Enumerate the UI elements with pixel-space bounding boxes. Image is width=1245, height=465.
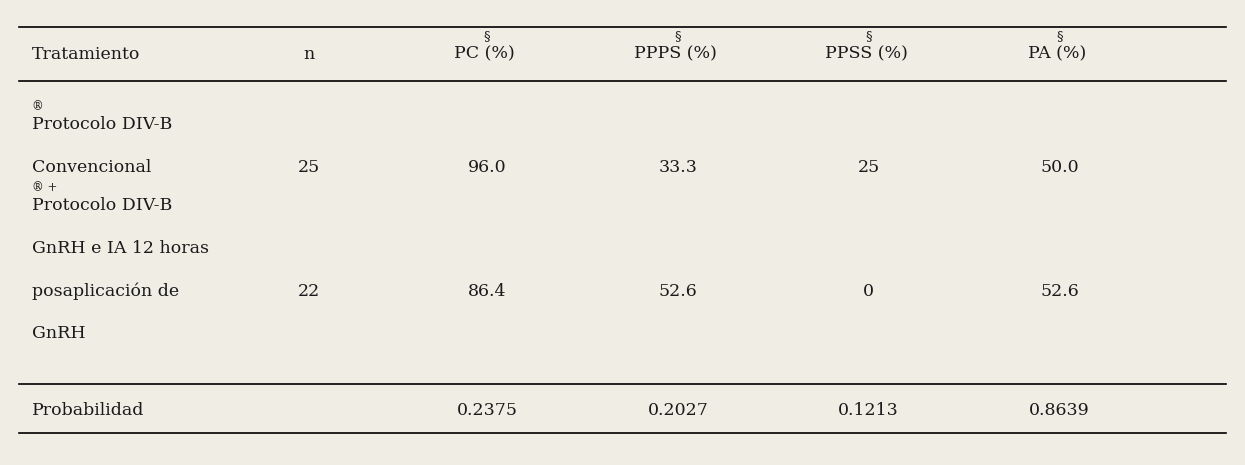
- Text: Tratamiento: Tratamiento: [31, 46, 139, 63]
- Text: 0.2027: 0.2027: [647, 402, 708, 419]
- Text: 25: 25: [298, 159, 320, 176]
- Text: 50.0: 50.0: [1041, 159, 1079, 176]
- Text: PPPS (%): PPPS (%): [634, 46, 722, 63]
- Text: 52.6: 52.6: [1040, 283, 1079, 299]
- Text: PA (%): PA (%): [1027, 46, 1092, 63]
- Text: 0.8639: 0.8639: [1030, 402, 1089, 419]
- Text: posaplicación de: posaplicación de: [31, 282, 179, 300]
- Text: Probabilidad: Probabilidad: [31, 402, 144, 419]
- Text: 22: 22: [298, 283, 320, 299]
- Text: §: §: [484, 30, 491, 43]
- Text: GnRH e IA 12 horas: GnRH e IA 12 horas: [31, 240, 209, 257]
- Text: 33.3: 33.3: [659, 159, 697, 176]
- Text: 0.1213: 0.1213: [838, 402, 899, 419]
- Text: Convencional: Convencional: [31, 159, 151, 176]
- Text: Protocolo DIV-B: Protocolo DIV-B: [31, 116, 172, 133]
- Text: §: §: [865, 30, 872, 43]
- Text: n: n: [303, 46, 314, 63]
- Text: ® +: ® +: [31, 181, 57, 194]
- Text: 25: 25: [858, 159, 880, 176]
- Text: GnRH: GnRH: [31, 326, 85, 343]
- Text: 52.6: 52.6: [659, 283, 697, 299]
- Text: 86.4: 86.4: [468, 283, 507, 299]
- Text: 0.2375: 0.2375: [457, 402, 518, 419]
- Text: 0: 0: [863, 283, 874, 299]
- Text: §: §: [1056, 30, 1063, 43]
- Text: §: §: [675, 30, 681, 43]
- Text: PC (%): PC (%): [454, 46, 520, 63]
- Text: ®: ®: [31, 100, 44, 113]
- Text: 96.0: 96.0: [468, 159, 507, 176]
- Text: PPSS (%): PPSS (%): [824, 46, 913, 63]
- Text: Protocolo DIV-B: Protocolo DIV-B: [31, 197, 172, 214]
